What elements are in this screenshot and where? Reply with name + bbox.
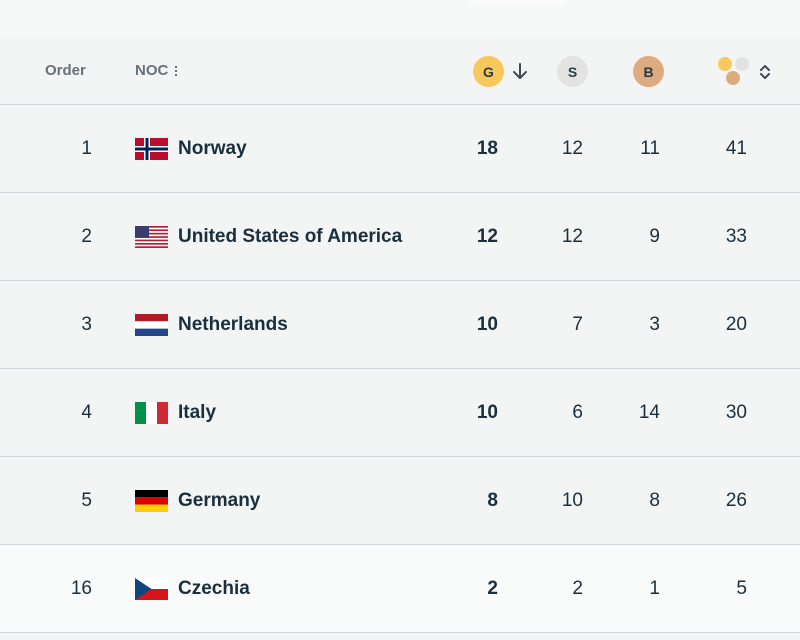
divider — [0, 368, 800, 369]
column-header-noc-label: NOC — [135, 62, 169, 79]
column-header-noc[interactable]: NOC — [135, 62, 178, 79]
total-count: 5 — [736, 577, 747, 599]
bronze-count: 1 — [649, 577, 660, 599]
country-name[interactable]: Czechia — [178, 577, 250, 599]
table-header: Order NOC G S B — [0, 36, 800, 104]
silver-count: 10 — [561, 489, 583, 511]
order-cell: 1 — [81, 137, 92, 159]
arrow-down-icon[interactable] — [511, 60, 529, 82]
silver-count: 2 — [572, 577, 583, 599]
flag-germany-icon — [135, 457, 168, 544]
medals-total-icon[interactable] — [716, 56, 752, 88]
divider — [0, 632, 800, 633]
bronze-count: 14 — [638, 401, 660, 423]
gold-count: 10 — [476, 401, 498, 423]
top-tab-indicator — [470, 0, 566, 6]
country-name[interactable]: Germany — [178, 489, 261, 511]
divider — [0, 192, 800, 193]
gold-count: 18 — [476, 137, 498, 159]
gold-count: 2 — [487, 577, 498, 599]
gold-medal-icon[interactable]: G — [473, 56, 504, 87]
bronze-count: 11 — [640, 137, 660, 159]
gold-count: 12 — [476, 225, 498, 247]
bronze-count: 9 — [649, 225, 660, 247]
silver-count: 7 — [572, 313, 583, 335]
total-count: 26 — [725, 489, 747, 511]
gold-count: 10 — [476, 313, 498, 335]
order-cell: 3 — [81, 313, 92, 335]
gold-count: 8 — [487, 489, 498, 511]
order-cell: 4 — [81, 401, 92, 423]
country-name[interactable]: Italy — [178, 401, 217, 423]
silver-medal-icon[interactable]: S — [557, 56, 588, 87]
silver-count: 6 — [572, 401, 583, 423]
table-row[interactable]: 2 United States of America 12 12 9 33 — [0, 193, 800, 280]
top-bar — [0, 0, 800, 36]
flag-norway-icon — [135, 105, 168, 192]
country-name[interactable]: United States of America — [178, 225, 403, 247]
bronze-medal-icon[interactable]: B — [633, 56, 664, 87]
country-name[interactable]: Netherlands — [178, 313, 288, 335]
flag-usa-icon — [135, 193, 168, 280]
bronze-count: 3 — [649, 313, 660, 335]
silver-count: 12 — [561, 225, 583, 247]
more-options-icon[interactable] — [175, 65, 178, 76]
total-count: 20 — [725, 313, 747, 335]
flag-netherlands-icon — [135, 281, 168, 368]
divider — [0, 456, 800, 457]
divider — [0, 104, 800, 105]
silver-count: 12 — [561, 137, 583, 159]
order-cell: 5 — [81, 489, 92, 511]
divider — [0, 544, 800, 545]
order-cell: 2 — [81, 225, 92, 247]
order-cell: 16 — [70, 577, 92, 599]
table-row[interactable]: 5 Germany 8 10 8 26 — [0, 457, 800, 544]
table-row[interactable]: 1 Norway 18 12 11 41 — [0, 105, 800, 192]
total-count: 30 — [725, 401, 747, 423]
flag-czechia-icon — [135, 545, 168, 632]
table-row[interactable]: 3 Netherlands 10 7 3 20 — [0, 281, 800, 368]
table-row[interactable]: 4 Italy 10 6 14 30 — [0, 369, 800, 456]
total-count: 41 — [725, 137, 747, 159]
column-header-order[interactable]: Order — [45, 62, 86, 79]
chevron-updown-icon[interactable] — [758, 62, 772, 82]
flag-italy-icon — [135, 369, 168, 456]
country-name[interactable]: Norway — [178, 137, 247, 159]
table-row[interactable]: 16 Czechia 2 2 1 5 — [0, 545, 800, 632]
total-count: 33 — [725, 225, 747, 247]
bronze-count: 8 — [649, 489, 660, 511]
divider — [0, 280, 800, 281]
